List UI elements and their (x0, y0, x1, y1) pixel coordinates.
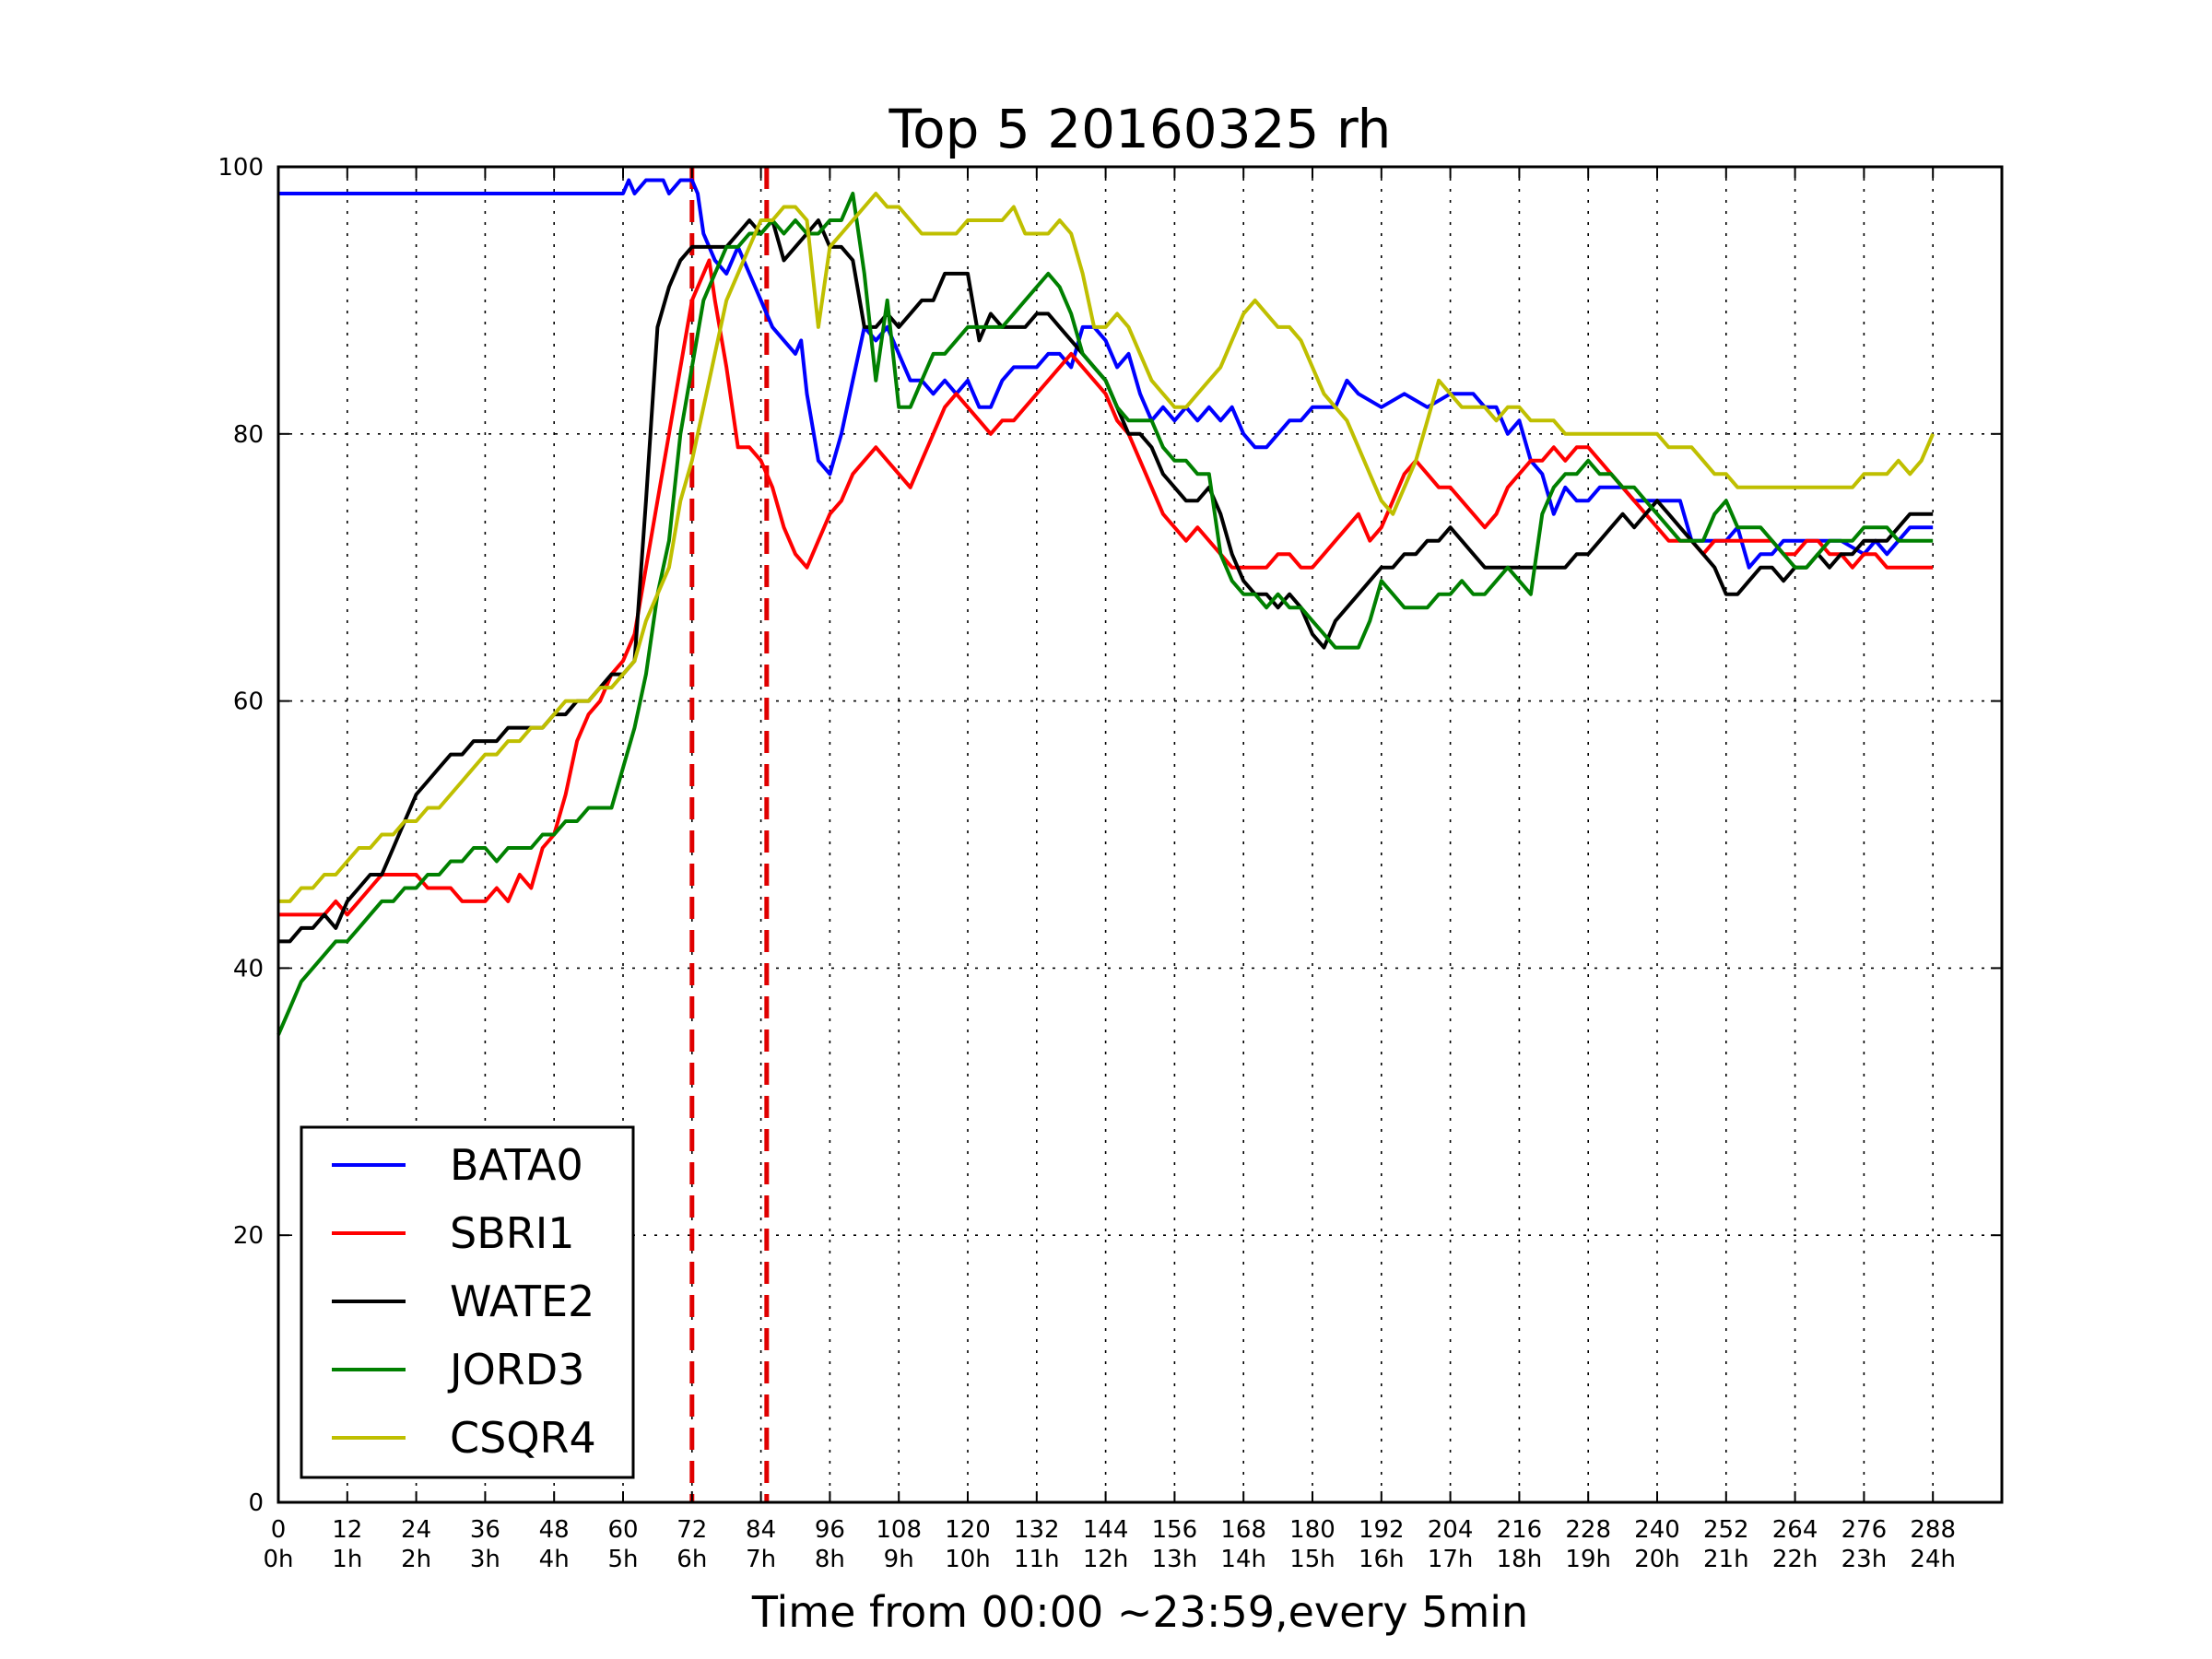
legend: BATA0 SBRI1 WATE2 JORD3 CSQR4 (300, 1125, 635, 1479)
x-tick-label-4: 48 (539, 1516, 570, 1544)
x-tick-label-7: 84 (746, 1516, 776, 1544)
x-tick-label-10: 120 (945, 1516, 991, 1544)
y-tick-label-5: 100 (218, 154, 264, 182)
x-tick-hour-24: 24h (1910, 1546, 1956, 1573)
x-axis-label: Time from 00:00 ~23:59,every 5min (751, 1587, 1528, 1637)
x-tick-label-12: 144 (1083, 1516, 1129, 1544)
y-tick-label-1: 20 (233, 1222, 264, 1250)
x-tick-label-9: 108 (876, 1516, 922, 1544)
x-tick-hour-13: 13h (1152, 1546, 1198, 1573)
x-tick-label-1: 12 (332, 1516, 362, 1544)
x-tick-hour-21: 21h (1703, 1546, 1749, 1573)
series-line-csqr4 (278, 192, 1936, 903)
y-tick-label-4: 80 (233, 421, 264, 449)
x-tick-hour-3: 3h (470, 1546, 500, 1573)
x-tick-hour-20: 20h (1634, 1546, 1680, 1573)
x-tick-hour-8: 8h (815, 1546, 845, 1573)
y-tick-label-3: 60 (233, 688, 264, 716)
x-tick-label-23: 276 (1841, 1516, 1888, 1544)
x-tick-label-14: 168 (1220, 1516, 1266, 1544)
legend-label-jord3: JORD3 (447, 1345, 584, 1394)
x-tick-hour-19: 19h (1565, 1546, 1611, 1573)
x-tick-label-0: 0 (271, 1516, 287, 1544)
x-tick-label-6: 72 (677, 1516, 707, 1544)
y-axis-ticks: 0 20 40 60 80 100 (218, 154, 2002, 1517)
x-tick-hour-22: 22h (1772, 1546, 1818, 1573)
x-tick-hour-0: 0h (263, 1546, 293, 1573)
chart-title: Top 5 20160325 rh (888, 98, 1392, 160)
legend-label-wate2: WATE2 (450, 1277, 594, 1326)
x-tick-label-3: 36 (470, 1516, 500, 1544)
x-tick-label-22: 264 (1772, 1516, 1818, 1544)
x-tick-hour-14: 14h (1220, 1546, 1266, 1573)
x-tick-hour-7: 7h (746, 1546, 776, 1573)
series-lines (276, 178, 1936, 1036)
x-tick-hour-2: 2h (401, 1546, 431, 1573)
x-tick-hour-11: 11h (1014, 1546, 1060, 1573)
x-tick-hour-10: 10h (945, 1546, 991, 1573)
x-tick-hour-18: 18h (1497, 1546, 1543, 1573)
x-tick-hour-6: 6h (677, 1546, 707, 1573)
x-tick-label-5: 60 (607, 1516, 638, 1544)
x-tick-hour-12: 12h (1083, 1546, 1129, 1573)
x-tick-label-15: 180 (1289, 1516, 1335, 1544)
x-tick-hour-16: 16h (1359, 1546, 1405, 1573)
plot-frame (276, 165, 2004, 1504)
y-tick-label-2: 40 (233, 955, 264, 982)
x-tick-hour-4: 4h (539, 1546, 570, 1573)
x-tick-label-17: 204 (1428, 1516, 1474, 1544)
vertical-markers (689, 167, 770, 1502)
x-tick-label-24: 288 (1910, 1516, 1956, 1544)
x-tick-label-16: 192 (1359, 1516, 1405, 1544)
legend-box (300, 1125, 635, 1479)
x-tick-label-18: 216 (1497, 1516, 1543, 1544)
series-line-sbri1 (278, 258, 1934, 917)
x-tick-hour-17: 17h (1428, 1546, 1474, 1573)
series-line-bata0 (278, 178, 1934, 570)
x-tick-label-19: 228 (1565, 1516, 1611, 1544)
x-tick-label-21: 252 (1703, 1516, 1749, 1544)
grid (278, 167, 2002, 1502)
x-tick-hour-9: 9h (884, 1546, 914, 1573)
x-tick-hour-1: 1h (332, 1546, 362, 1573)
series-line-jord3 (276, 192, 1934, 1036)
x-tick-label-13: 156 (1152, 1516, 1198, 1544)
x-tick-hour-23: 23h (1841, 1546, 1888, 1573)
x-tick-label-8: 96 (815, 1516, 845, 1544)
legend-label-bata0: BATA0 (450, 1140, 583, 1190)
x-tick-hour-5: 5h (607, 1546, 638, 1573)
x-tick-label-20: 240 (1634, 1516, 1680, 1544)
x-tick-label-11: 132 (1014, 1516, 1060, 1544)
y-tick-label-0: 0 (248, 1489, 264, 1517)
x-tick-hour-15: 15h (1289, 1546, 1335, 1573)
legend-label-sbri1: SBRI1 (450, 1208, 575, 1258)
legend-label-csqr4: CSQR4 (450, 1413, 596, 1463)
x-tick-label-2: 24 (401, 1516, 431, 1544)
